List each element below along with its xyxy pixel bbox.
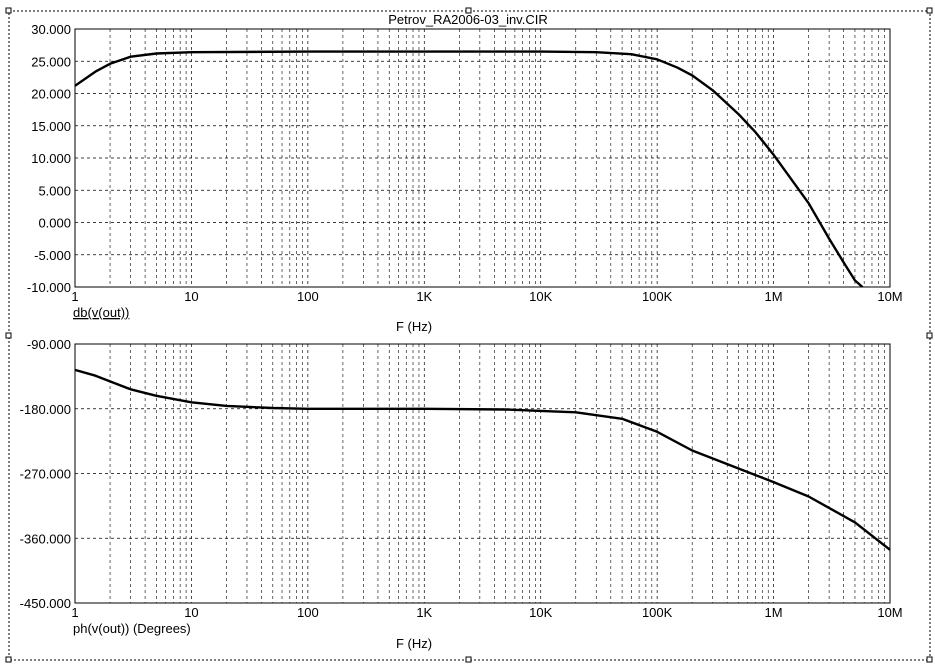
y-tick-label: -360.000	[20, 531, 71, 546]
magnitude-expression[interactable]: db(v(out))	[73, 305, 129, 320]
plot-area-border	[74, 28, 891, 288]
phase-panel: 1 10 100 1K 10K 100K 1M 10M -90.000 -180.000 -270.…	[20, 337, 903, 620]
x-tick-label: 100K	[642, 605, 673, 620]
x-tick-label: 100	[297, 289, 319, 304]
y-tick-label: -5.000	[34, 248, 71, 263]
y-tick-label: 25.000	[31, 54, 71, 69]
resize-handle-bottom-right[interactable]	[926, 656, 933, 663]
y-tick-label: -10.000	[27, 280, 71, 295]
x-tick-label: 100	[297, 605, 319, 620]
x-tick-label: 1	[71, 289, 78, 304]
x-tick-label: 10	[184, 605, 198, 620]
phase-expression[interactable]: ph(v(out)) (Degrees)	[73, 621, 191, 636]
y-tick-label: 0.000	[38, 216, 71, 231]
y-tick-label: 10.000	[31, 151, 71, 166]
resize-handle-right[interactable]	[926, 332, 933, 339]
x-tick-label: 10M	[877, 605, 902, 620]
magnitude-x-axis-label: F (Hz)	[396, 319, 432, 334]
phase-x-axis-label: F (Hz)	[396, 636, 432, 651]
resize-handle-bottom-left[interactable]	[5, 656, 12, 663]
x-tick-label: 10K	[529, 289, 552, 304]
x-tick-label: 1M	[765, 605, 783, 620]
y-tick-label: -180.000	[20, 402, 71, 417]
x-tick-label: 10	[184, 289, 198, 304]
y-tick-label: 20.000	[31, 87, 71, 102]
resize-handle-bottom[interactable]	[465, 656, 472, 663]
plot-frame	[8, 10, 931, 661]
plot-title: Petrov_RA2006-03_inv.CIR	[388, 12, 547, 27]
plot-area-border	[74, 343, 891, 604]
resize-handle-top-right[interactable]	[926, 7, 933, 14]
resize-handle-left[interactable]	[5, 332, 12, 339]
series-line[interactable]	[75, 368, 890, 551]
series-line[interactable]	[75, 50, 864, 287]
x-tick-label: 1	[71, 605, 78, 620]
x-tick-label: 1K	[416, 605, 432, 620]
y-tick-label: -450.000	[20, 596, 71, 611]
x-tick-label: 1M	[765, 289, 783, 304]
y-tick-label: -270.000	[20, 467, 71, 482]
y-tick-label: 15.000	[31, 119, 71, 134]
resize-handle-top[interactable]	[465, 7, 472, 14]
resize-handle-top-left[interactable]	[5, 7, 12, 14]
y-tick-label: -90.000	[27, 337, 71, 352]
x-tick-label: 1K	[416, 289, 432, 304]
y-tick-label: 5.000	[38, 183, 71, 198]
y-tick-label: 30.000	[31, 22, 71, 37]
x-tick-label: 10K	[529, 605, 552, 620]
magnitude-panel: 1 10 100 1K 10K 100K 1M 10M 30.000 25.000 20.000 15…	[27, 22, 903, 304]
x-tick-label: 100K	[642, 289, 673, 304]
x-tick-label: 10M	[877, 289, 902, 304]
